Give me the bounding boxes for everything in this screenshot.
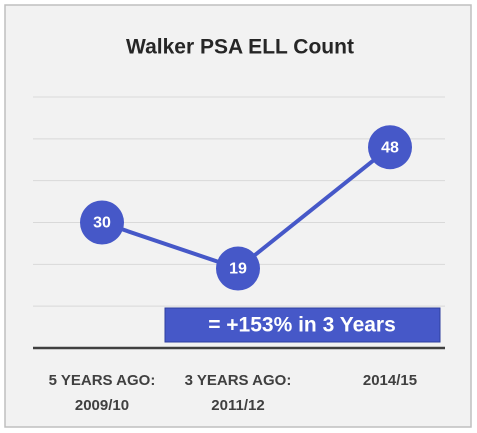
chart-title: Walker PSA ELL Count [126, 36, 354, 59]
data-point [368, 125, 412, 170]
data-point [216, 246, 260, 291]
annotation: = +153% in 3 Years [208, 314, 396, 337]
data-point [80, 200, 124, 245]
x-tick-label: 2014/15 [362, 372, 418, 389]
data-label: 19 [229, 261, 247, 278]
annotation-box [164, 307, 441, 343]
chart-background [4, 4, 472, 428]
data-label: 30 [93, 215, 111, 232]
data-label: 48 [381, 139, 399, 156]
x-tick-label: 5 YEARS AGO: 2009/10 [48, 372, 156, 414]
x-tick-label: 3 YEARS AGO: 2011/12 [184, 372, 292, 414]
